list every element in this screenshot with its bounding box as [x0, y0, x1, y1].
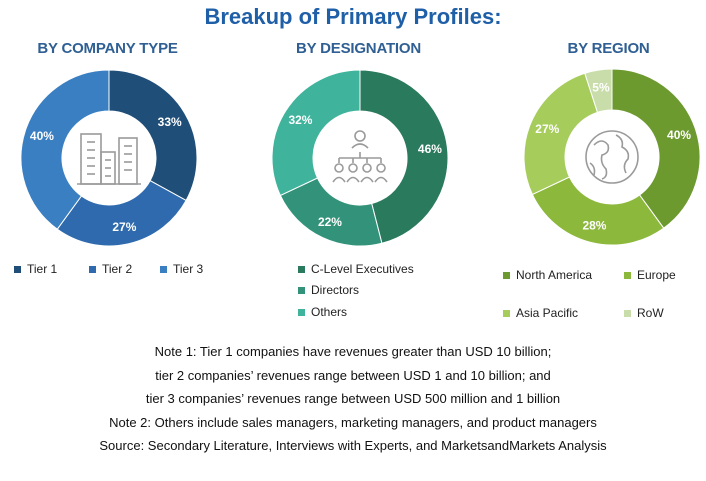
donut-charts: 33% 27% 40% 46% 22% 32% 40% 28% 27% 5%: [20, 68, 701, 247]
legend-swatch: [89, 265, 96, 273]
note-line: tier 3 companies’ revenues range between…: [145, 391, 561, 407]
legend-label: Tier 2: [102, 262, 133, 276]
data-label: 27%: [112, 220, 136, 234]
donut-slice-asia-pacific: [523, 72, 599, 196]
data-label: 40%: [667, 128, 691, 142]
data-label: 46%: [418, 142, 442, 156]
source-line: Source: Secondary Literature, Interviews…: [99, 438, 607, 454]
data-label: 5%: [592, 80, 610, 94]
legend-swatch: [14, 265, 21, 273]
legend-item-tier-1: Tier 1: [14, 262, 57, 276]
data-label: 27%: [535, 122, 559, 136]
legend-item-asia-pacific: Asia Pacific: [503, 306, 578, 320]
chart-title-region: BY REGION: [567, 40, 650, 57]
legend-label: C-Level Executives: [311, 262, 414, 276]
data-label: 32%: [288, 113, 312, 127]
note-line: Note 1: Tier 1 companies have revenues g…: [154, 344, 552, 359]
buildings-icon: [77, 133, 141, 185]
legend-item-directors: Directors: [298, 283, 359, 297]
legend-swatch: [298, 308, 305, 316]
legend-swatch: [624, 309, 631, 317]
legend-swatch: [160, 265, 167, 273]
legend-label: Europe: [637, 268, 676, 282]
legend-label: Directors: [311, 283, 360, 297]
people-hierarchy-icon: [332, 130, 388, 183]
legend-swatch: [624, 271, 631, 279]
data-label: 40%: [30, 129, 54, 143]
donut-slice-tier-3: [20, 69, 110, 230]
data-label: 33%: [158, 115, 182, 129]
donut-company-type: 33% 27% 40%: [20, 69, 198, 247]
legend-label: Others: [311, 305, 348, 319]
note-line: Note 2: Others include sales managers, m…: [109, 414, 597, 430]
legend-item-c-level: C-Level Executives: [298, 262, 414, 276]
legend-swatch: [503, 271, 510, 279]
legend-item-europe: Europe: [624, 268, 676, 282]
chart-title-designation: BY DESIGNATION: [296, 40, 421, 57]
donut-slice-others: [271, 69, 361, 197]
data-label: 28%: [582, 218, 606, 232]
chart-title-company-type: BY COMPANY TYPE: [37, 40, 178, 57]
main-title: Breakup of Primary Profiles:: [204, 4, 502, 29]
notes-block: Note 1: Tier 1 companies have revenues g…: [0, 340, 706, 458]
donut-designation: 46% 22% 32%: [271, 69, 449, 247]
legend-item-north-america: North America: [503, 268, 592, 282]
legend-label: RoW: [637, 306, 664, 320]
note-line: tier 2 companies’ revenues range between…: [155, 367, 551, 383]
legend-label: North America: [516, 268, 593, 282]
donut-region: 40% 28% 27% 5%: [523, 68, 701, 246]
legend-swatch: [298, 286, 305, 294]
legend-label: Asia Pacific: [516, 306, 579, 320]
legend-item-row: RoW: [624, 306, 664, 320]
donut-slice-tier-2: [56, 179, 187, 247]
legend-label: Tier 1: [27, 262, 58, 276]
legend-item-tier-3: Tier 3: [160, 262, 203, 276]
legend-label: Tier 3: [173, 262, 204, 276]
legend-swatch: [298, 265, 305, 273]
legend-swatch: [503, 309, 510, 317]
legend-item-others: Others: [298, 305, 347, 319]
data-label: 22%: [318, 215, 342, 229]
globe-icon: [585, 130, 639, 184]
donut-slice-tier-1: [108, 69, 198, 202]
donut-slice-europe: [531, 176, 665, 246]
legend-item-tier-2: Tier 2: [89, 262, 132, 276]
donut-slice-north-america: [611, 68, 701, 229]
donut-slice-c-level-executives: [359, 69, 449, 244]
donut-slice-row: [584, 68, 613, 113]
